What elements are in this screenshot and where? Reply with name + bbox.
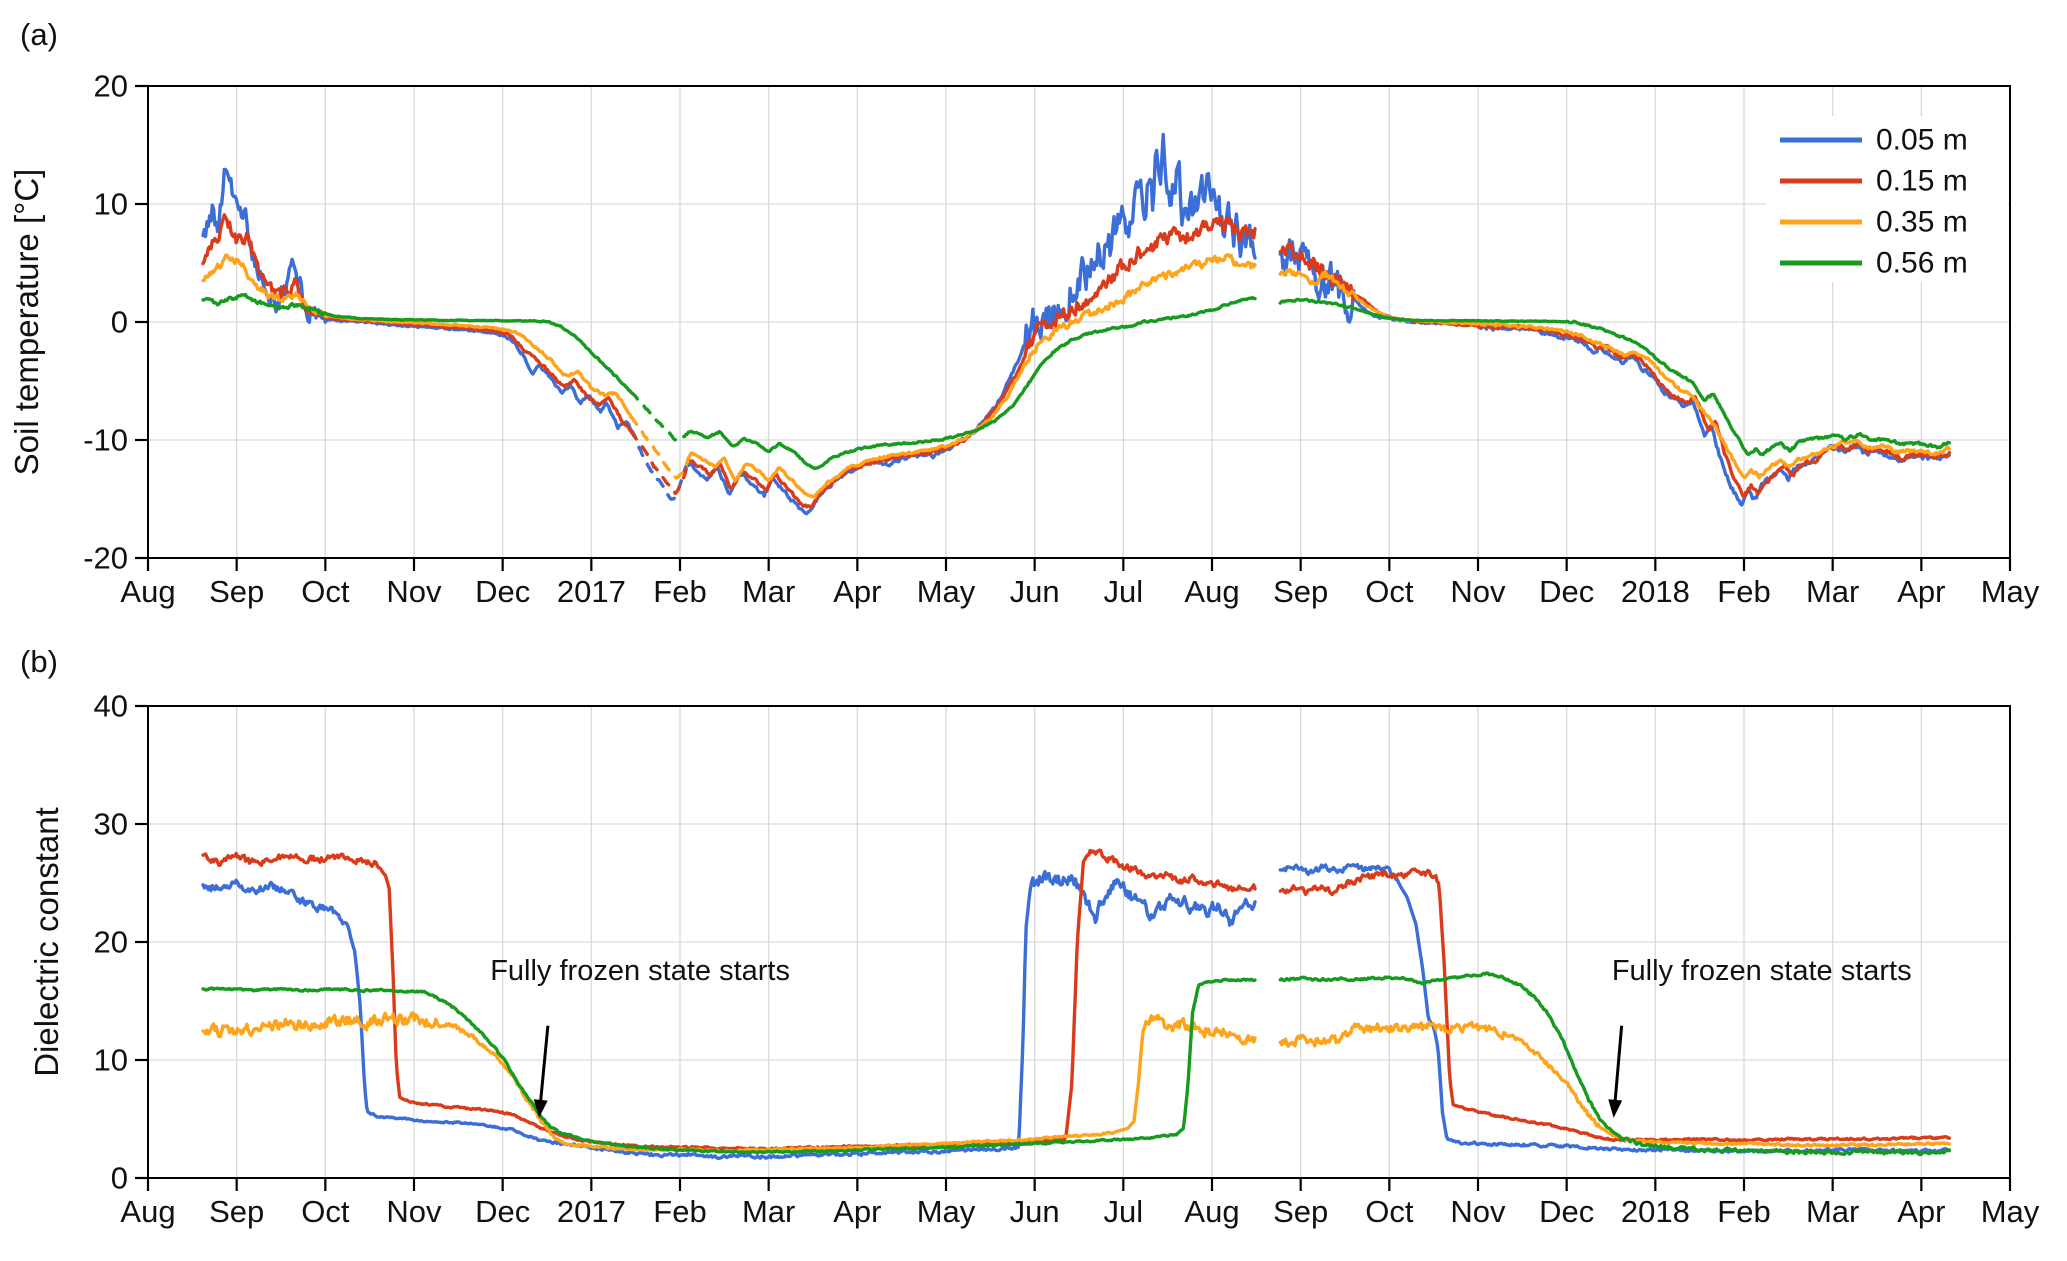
x-tick-label: Apr	[1897, 1194, 1945, 1229]
x-tick-label: Aug	[120, 1194, 175, 1229]
x-tick-label: May	[917, 1194, 976, 1229]
series-0.05m-panel-b	[201, 869, 1257, 1161]
series-0.15m-panel-b	[201, 848, 1257, 1152]
panel-b-letter: (b)	[20, 644, 58, 679]
x-tick-label: May	[1981, 574, 2040, 609]
x-tick-label: Jun	[1010, 1194, 1060, 1229]
series-0.56m-panel-a	[201, 292, 633, 395]
panel-a-group: (a) Soil temperature [°C] Aug Sep Oct Nov De…	[8, 17, 2040, 609]
x-tick-label: Sep	[1273, 574, 1328, 609]
grid-b	[148, 706, 2010, 1178]
series-0.05m-panel-a	[201, 167, 633, 433]
series-0.15m-panel-a	[629, 430, 691, 495]
series-group	[201, 848, 1951, 1161]
series-0.05m-panel-a	[686, 132, 1257, 516]
x-tick-label: Apr	[833, 1194, 881, 1229]
annotation-frozen-1: Fully frozen state starts	[490, 955, 790, 987]
panel-a-plot: Aug Sep Oct Nov Dec 2017 Feb Mar Apr May Jun Jul Aug…	[83, 69, 2040, 610]
series-0.56m-panel-b	[1278, 971, 1951, 1157]
x-tick-label: Nov	[386, 574, 442, 609]
series-0.56m-panel-a	[629, 390, 691, 442]
panel-a-y-axis-label: Soil temperature [°C]	[8, 169, 45, 476]
series-0.15m-panel-a	[201, 213, 633, 434]
x-tick-label: Mar	[742, 1194, 795, 1229]
x-tick-label: Mar	[742, 574, 795, 609]
annotation-arrow-head	[533, 1099, 548, 1118]
annotation-frozen-2: Fully frozen state starts	[1612, 955, 1912, 987]
panel-b-y-axis-label: Dielectric constant	[28, 807, 65, 1077]
x-tick-label: Feb	[653, 574, 706, 609]
annotation-arrow-line	[538, 1025, 550, 1109]
x-tick-label: Apr	[833, 574, 881, 609]
x-tick-label: Oct	[1365, 574, 1414, 609]
x-tick-label: Dec	[1539, 1194, 1594, 1229]
series-0.56m-panel-b	[201, 977, 1257, 1155]
y-tick-label: 30	[94, 807, 128, 842]
x-tick-label: Nov	[1450, 574, 1506, 609]
x-tick-label: 2017	[557, 1194, 626, 1229]
y-tick-label: -20	[83, 541, 128, 576]
x-tick-label: Sep	[1273, 1194, 1328, 1229]
legend: 0.05 m 0.15 m 0.35 m 0.56 m	[1766, 116, 2008, 282]
x-tick-label: 2017	[557, 574, 626, 609]
series-0.15m-panel-a	[686, 215, 1257, 510]
y-tick-label: 20	[94, 69, 128, 104]
annotation-arrow-head	[1608, 1099, 1623, 1118]
x-tick-label: 2018	[1621, 574, 1690, 609]
x-tick-label: Aug	[1184, 574, 1239, 609]
series-0.35m-panel-b	[1278, 1020, 1951, 1148]
x-tick-label: Sep	[209, 574, 264, 609]
x-tick-label: Nov	[386, 1194, 442, 1229]
y-tick-label: 0	[111, 1161, 128, 1196]
y-tick-label: 10	[94, 187, 128, 222]
series-0.35m-panel-a	[629, 415, 691, 480]
legend-label-015m: 0.15 m	[1876, 165, 1968, 198]
x-tick-label: May	[917, 574, 976, 609]
annotation-arrow-line	[1613, 1025, 1624, 1108]
panel-b-group: (b) Dielectric constant Aug Sep Oct Nov Dec 2…	[20, 644, 2040, 1229]
x-tick-label: Jul	[1104, 574, 1144, 609]
x-tick-label: Dec	[475, 574, 530, 609]
x-tick-label: Dec	[475, 1194, 530, 1229]
y-tick-label: 0	[111, 305, 128, 340]
x-tick-label: Mar	[1806, 1194, 1859, 1229]
x-tick-label: Oct	[301, 574, 350, 609]
x-tick-label: Nov	[1450, 1194, 1506, 1229]
panel-b-plot: Aug Sep Oct Nov Dec 2017 Feb Mar Apr May Jun Jul Aug…	[94, 689, 2040, 1230]
legend-label-056m: 0.56 m	[1876, 247, 1968, 280]
x-tick-label: Feb	[1717, 574, 1770, 609]
x-tick-label: Dec	[1539, 574, 1594, 609]
x-tick-label: Jun	[1010, 574, 1060, 609]
panel-a-letter: (a)	[20, 17, 58, 52]
x-tick-label: Apr	[1897, 574, 1945, 609]
series-0.15m-panel-b	[1278, 867, 1951, 1143]
x-tick-label: Sep	[209, 1194, 264, 1229]
y-tick-label: 10	[94, 1043, 128, 1078]
x-tick-label: Aug	[1184, 1194, 1239, 1229]
x-tick-label: Oct	[1365, 1194, 1414, 1229]
x-tick-label: Mar	[1806, 574, 1859, 609]
legend-label-005m: 0.05 m	[1876, 124, 1968, 157]
y-tick-label: 20	[94, 925, 128, 960]
x-tick-label: Aug	[120, 574, 175, 609]
x-tick-label: Feb	[653, 1194, 706, 1229]
series-group	[201, 132, 1951, 516]
y-tick-label: 40	[94, 689, 128, 724]
series-0.35m-panel-a	[686, 253, 1257, 500]
x-tick-label: Jul	[1104, 1194, 1144, 1229]
x-tick-label: May	[1981, 1194, 2040, 1229]
series-0.56m-panel-a	[1278, 297, 1951, 457]
y-tick-label: -10	[83, 423, 128, 458]
legend-label-035m: 0.35 m	[1876, 206, 1968, 239]
x-tick-label: 2018	[1621, 1194, 1690, 1229]
legend-background	[1766, 116, 2008, 282]
grid-a	[148, 86, 2010, 558]
annotations-group: Fully frozen state starts Fully frozen s…	[490, 955, 1912, 1118]
series-0.56m-panel-a	[686, 295, 1257, 470]
x-tick-label: Oct	[301, 1194, 350, 1229]
series-0.35m-panel-a	[201, 253, 633, 419]
x-tick-label: Feb	[1717, 1194, 1770, 1229]
